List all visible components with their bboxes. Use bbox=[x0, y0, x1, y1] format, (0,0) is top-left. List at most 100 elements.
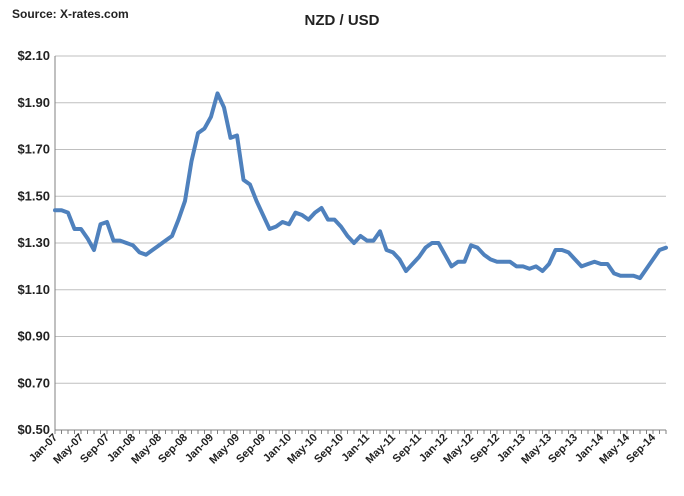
source-label: Source: X-rates.com bbox=[12, 7, 129, 21]
y-tick-label: $1.10 bbox=[17, 282, 50, 297]
data-point bbox=[385, 249, 388, 251]
data-point bbox=[379, 230, 381, 233]
data-point bbox=[125, 242, 128, 244]
data-point bbox=[307, 218, 310, 221]
data-point bbox=[353, 242, 355, 244]
series-layer bbox=[53, 91, 668, 281]
data-point bbox=[314, 211, 316, 214]
data-point bbox=[119, 239, 121, 242]
data-point bbox=[515, 265, 518, 268]
data-point bbox=[366, 239, 368, 242]
gridlines bbox=[55, 55, 666, 431]
data-point bbox=[600, 263, 602, 265]
data-point bbox=[281, 221, 284, 223]
chart-title: NZD / USD bbox=[304, 12, 380, 29]
data-point bbox=[496, 260, 498, 263]
y-tick-label: $1.30 bbox=[17, 235, 50, 250]
data-point bbox=[619, 274, 622, 277]
data-point bbox=[632, 274, 635, 277]
data-point bbox=[450, 265, 453, 268]
data-point bbox=[112, 239, 115, 242]
y-tick-label: $0.70 bbox=[17, 375, 50, 390]
data-point bbox=[489, 258, 492, 261]
x-tick-label: Sep-13 bbox=[546, 432, 580, 466]
data-point bbox=[80, 228, 82, 230]
x-axis: Jan-07May-07Sep-07Jan-08May-08Sep-08Jan-… bbox=[27, 429, 667, 466]
data-point bbox=[528, 267, 531, 270]
data-point bbox=[541, 270, 544, 272]
y-tick-label: $1.70 bbox=[17, 142, 50, 157]
data-point bbox=[184, 200, 186, 202]
data-point bbox=[190, 160, 193, 162]
data-point bbox=[476, 246, 479, 249]
x-tick-label: Sep-11 bbox=[391, 432, 425, 466]
data-point bbox=[535, 265, 537, 268]
x-tick-label: Sep-14 bbox=[624, 431, 659, 466]
data-point bbox=[418, 256, 420, 258]
data-point bbox=[327, 218, 329, 221]
data-point bbox=[554, 249, 557, 251]
data-point bbox=[340, 225, 342, 228]
y-tick-label: $0.90 bbox=[17, 329, 50, 344]
x-tick-label: Sep-12 bbox=[468, 432, 502, 466]
data-point bbox=[424, 246, 427, 249]
data-point bbox=[177, 218, 180, 221]
data-point bbox=[262, 214, 264, 216]
data-point bbox=[431, 242, 433, 244]
data-point bbox=[665, 246, 667, 249]
data-point bbox=[236, 134, 238, 137]
data-point bbox=[93, 249, 95, 251]
x-tick-label: Sep-08 bbox=[156, 432, 190, 466]
data-point bbox=[151, 249, 154, 251]
y-tick-label: $1.50 bbox=[17, 188, 50, 203]
data-point bbox=[574, 258, 576, 261]
data-point bbox=[106, 221, 108, 223]
data-point bbox=[613, 272, 615, 275]
data-point bbox=[86, 237, 89, 240]
data-point bbox=[229, 137, 232, 139]
data-point bbox=[197, 132, 199, 134]
x-tick-label: Sep-07 bbox=[78, 432, 112, 466]
data-point bbox=[411, 263, 414, 265]
data-point bbox=[145, 253, 147, 256]
data-point bbox=[392, 251, 394, 254]
data-point bbox=[210, 115, 212, 118]
data-point bbox=[249, 183, 251, 186]
data-point bbox=[580, 265, 583, 268]
data-point bbox=[132, 244, 134, 247]
data-point bbox=[99, 223, 102, 226]
data-point bbox=[73, 228, 76, 230]
y-tick-label: $1.90 bbox=[17, 95, 50, 110]
data-point bbox=[606, 263, 609, 265]
data-point bbox=[164, 239, 167, 242]
data-point bbox=[645, 267, 648, 270]
data-point bbox=[288, 223, 290, 226]
data-point bbox=[158, 244, 160, 247]
data-point bbox=[301, 214, 303, 216]
y-axis: $0.50 $0.70 $0.90 $1.10 $1.30 $1.50 $1.70 $1.90… bbox=[17, 48, 56, 437]
data-point bbox=[405, 270, 407, 272]
x-tick-label: Sep-10 bbox=[312, 432, 346, 466]
series-line-nzd-usd bbox=[53, 91, 668, 281]
data-point bbox=[320, 207, 323, 209]
data-point bbox=[561, 249, 563, 251]
data-point bbox=[60, 209, 63, 212]
y-tick-label: $0.50 bbox=[17, 422, 50, 437]
data-point bbox=[268, 228, 271, 230]
data-point bbox=[216, 92, 219, 95]
data-point bbox=[587, 263, 589, 265]
data-point bbox=[275, 225, 277, 228]
data-point bbox=[567, 251, 570, 254]
data-point bbox=[203, 127, 206, 130]
data-point bbox=[437, 242, 440, 244]
data-point bbox=[359, 235, 362, 237]
data-point bbox=[223, 106, 225, 109]
data-point bbox=[522, 265, 524, 268]
x-tick-label: May-11 bbox=[364, 432, 398, 466]
data-point bbox=[502, 260, 505, 263]
data-point bbox=[138, 251, 141, 254]
data-point bbox=[652, 258, 654, 261]
data-point bbox=[593, 260, 596, 263]
data-point bbox=[483, 253, 485, 256]
